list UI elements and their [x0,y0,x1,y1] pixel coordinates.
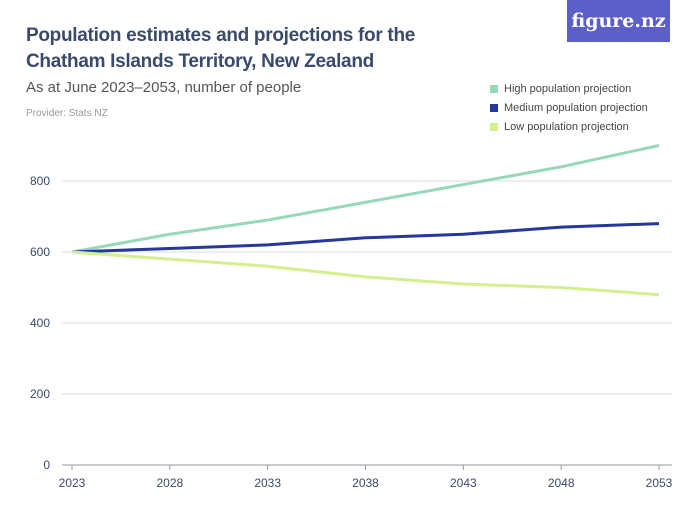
legend-item-low: Low population projection [490,117,648,136]
legend-label: High population projection [504,82,632,95]
chart-subtitle: As at June 2023–2053, number of people [26,79,302,96]
legend-swatch [490,103,498,112]
legend-item-high: High population projection [490,79,648,98]
legend-label: Low population projection [504,120,629,133]
y-tick-label: 400 [30,316,50,330]
logo-text: figure.nz [571,10,666,32]
x-tick-label: 2053 [646,476,673,490]
x-tick-label: 2038 [352,476,379,490]
provider-label: Provider: Stats NZ [26,108,108,119]
x-tick-label: 2033 [254,476,281,490]
y-tick-label: 200 [30,387,50,401]
x-tick-label: 2043 [450,476,477,490]
y-tick-label: 0 [43,458,50,472]
legend: High population projection Medium popula… [490,79,648,136]
legend-item-medium: Medium population projection [490,98,648,117]
legend-label: Medium population projection [504,101,648,114]
legend-swatch [490,84,498,93]
x-tick-label: 2048 [548,476,575,490]
legend-swatch [490,122,498,131]
series-line-0 [71,144,660,254]
x-tick-label: 2028 [156,476,183,490]
y-tick-label: 600 [30,245,50,259]
figure-nz-logo[interactable]: figure.nz [567,0,670,42]
y-tick-label: 800 [30,174,50,188]
chart-title: Population estimates and projections for… [26,25,416,72]
x-tick-label: 2023 [59,476,86,490]
series-line-2 [71,250,660,297]
